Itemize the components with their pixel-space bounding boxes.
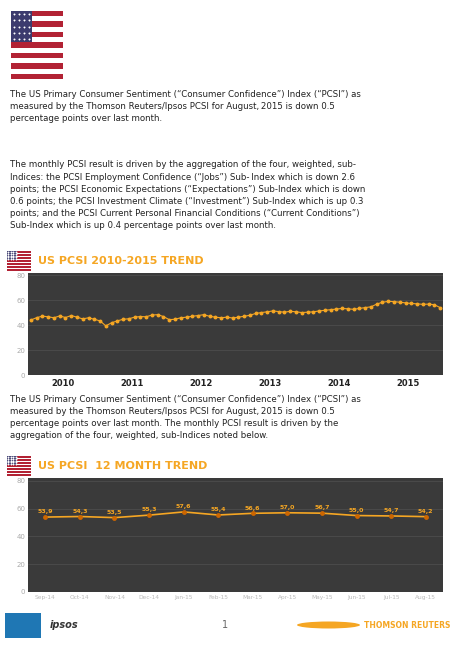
Bar (11, 11, 32, 42)
Bar (11, 27, 63, 32)
Text: ipsos: ipsos (50, 620, 78, 630)
Text: 56,7: 56,7 (314, 506, 330, 510)
Text: 2013: 2013 (258, 380, 282, 389)
Bar (7, 254, 32, 255)
Text: 55,0: 55,0 (349, 508, 364, 513)
Text: 54,2: 54,2 (418, 509, 433, 514)
Bar (11, 69, 63, 74)
Bar (7, 474, 32, 476)
Bar (7, 465, 32, 467)
Bar (7, 259, 32, 260)
Text: The monthly PCSI result is driven by the aggregation of the four, weighted, sub-: The monthly PCSI result is driven by the… (10, 161, 365, 230)
Bar (11, 32, 63, 37)
Text: The US Primary Consumer Sentiment (“Consumer Confidence”) Index (“PCSI”) as
meas: The US Primary Consumer Sentiment (“Cons… (10, 90, 361, 124)
Bar (7, 251, 32, 253)
Text: 55,4: 55,4 (211, 507, 226, 512)
Text: 2015: 2015 (397, 380, 420, 389)
Bar (7, 255, 32, 257)
Bar (7, 251, 17, 260)
Bar (4, 612, 40, 638)
Bar (7, 459, 32, 461)
Bar (7, 471, 32, 473)
Bar (7, 470, 32, 471)
Bar (7, 456, 17, 465)
Text: Primary Consumer Sentiment Index (PCSI): Primary Consumer Sentiment Index (PCSI) (102, 41, 420, 54)
Bar (11, 64, 63, 69)
Text: 1: 1 (222, 620, 228, 630)
Bar (7, 458, 32, 459)
Text: 57,6: 57,6 (176, 504, 191, 509)
Text: 2012: 2012 (189, 380, 212, 389)
Bar (7, 468, 32, 470)
Bar (11, 58, 63, 64)
Text: 56,6: 56,6 (245, 506, 261, 510)
Bar (11, 11, 63, 16)
Text: August 2015: August 2015 (214, 68, 308, 81)
Text: 2010: 2010 (51, 380, 74, 389)
Text: The US Primary Consumer Sentiment (“Consumer Confidence”) Index (“PCSI”) as
meas: The US Primary Consumer Sentiment (“Cons… (10, 395, 361, 441)
Text: 55,3: 55,3 (141, 508, 157, 512)
Circle shape (297, 621, 360, 629)
Bar (7, 263, 32, 265)
Bar (7, 461, 32, 462)
Bar (7, 262, 32, 263)
Text: Thomson Reuters/Ipsos US: Thomson Reuters/Ipsos US (161, 15, 361, 28)
Text: 53,5: 53,5 (107, 510, 122, 515)
Text: 2011: 2011 (120, 380, 144, 389)
Bar (11, 21, 63, 27)
Bar (7, 257, 32, 259)
Bar (7, 269, 32, 271)
Bar (11, 53, 63, 58)
Text: THOMSON REUTERS®: THOMSON REUTERS® (364, 621, 450, 629)
Text: 53,9: 53,9 (37, 510, 53, 514)
Bar (7, 260, 32, 262)
Bar (11, 42, 63, 47)
Text: US PCSI 2010-2015 TREND: US PCSI 2010-2015 TREND (38, 256, 203, 266)
Bar (11, 74, 63, 79)
Bar (11, 37, 63, 42)
Bar (7, 463, 32, 465)
Bar (7, 268, 32, 269)
Text: 54,3: 54,3 (72, 509, 88, 514)
Bar (11, 16, 63, 21)
Bar (7, 456, 32, 458)
Bar (7, 265, 32, 266)
Text: US PCSI  12 MONTH TREND: US PCSI 12 MONTH TREND (38, 461, 207, 471)
Text: 2014: 2014 (328, 380, 351, 389)
Text: 57,0: 57,0 (280, 505, 295, 510)
Bar (11, 47, 63, 53)
Bar (7, 467, 32, 468)
Bar (7, 473, 32, 474)
Bar (7, 266, 32, 268)
Bar (7, 462, 32, 463)
Bar (7, 253, 32, 254)
Text: 54,7: 54,7 (383, 508, 399, 513)
